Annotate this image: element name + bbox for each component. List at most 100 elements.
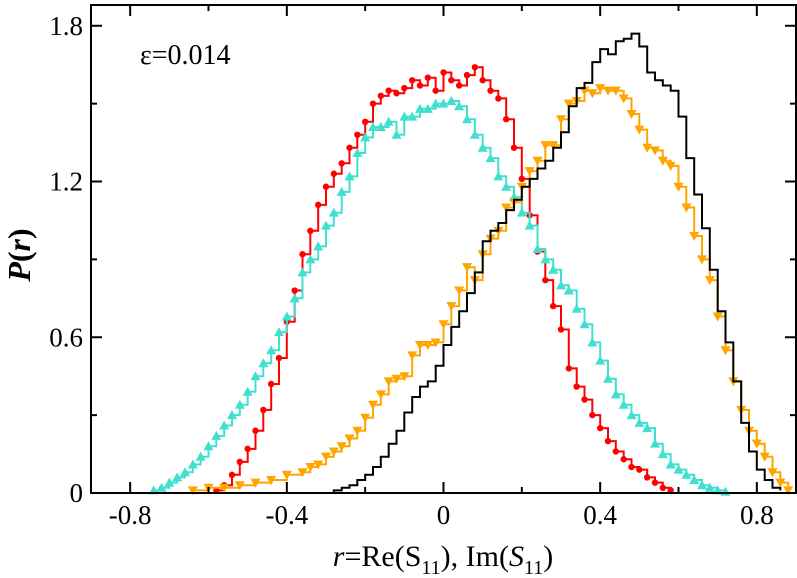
- x-label-svar: S: [509, 540, 524, 573]
- data-point-turquoise: [391, 129, 402, 139]
- data-point-turquoise: [579, 319, 590, 329]
- y-tick-label: 0: [70, 478, 84, 508]
- data-point-orange: [297, 468, 308, 478]
- data-point-orange: [697, 255, 707, 265]
- axis-layer: -0.8 -0.4 0 0.4 0.8 0 0.6 1.2 1.8: [49, 5, 796, 530]
- data-point-turquoise: [375, 122, 386, 131]
- data-point-red: [260, 406, 267, 414]
- data-point-red: [636, 466, 643, 473]
- data-point-orange: [618, 94, 629, 104]
- data-point-orange: [657, 156, 668, 166]
- data-point-turquoise: [650, 438, 660, 448]
- data-point-turquoise: [610, 389, 621, 399]
- data-point-red: [565, 365, 573, 372]
- data-point-turquoise: [626, 410, 637, 420]
- x-tick-label: -0.4: [265, 500, 308, 530]
- data-point-turquoise: [462, 114, 472, 124]
- data-point-turquoise: [227, 410, 237, 420]
- data-point-orange: [681, 203, 692, 213]
- data-point-red: [354, 131, 361, 138]
- data-point-red: [416, 82, 424, 89]
- data-point-turquoise: [587, 337, 598, 347]
- data-point-turquoise: [697, 480, 707, 490]
- data-point-red: [612, 448, 620, 455]
- data-point-red: [346, 144, 353, 151]
- data-point-orange: [650, 146, 660, 156]
- data-point-red: [330, 170, 338, 177]
- data-point-red: [643, 474, 651, 481]
- data-point-turquoise: [681, 469, 692, 479]
- data-point-turquoise: [524, 220, 535, 230]
- data-point-turquoise: [657, 449, 668, 459]
- data-point-turquoise: [571, 303, 582, 313]
- data-point-turquoise: [595, 355, 606, 365]
- data-point-red: [549, 302, 557, 310]
- data-point-orange: [501, 203, 512, 213]
- data-point-orange: [634, 125, 645, 135]
- data-point-orange: [234, 481, 245, 491]
- data-point-orange: [642, 143, 653, 153]
- data-point-turquoise: [540, 254, 551, 264]
- data-point-turquoise: [673, 464, 684, 474]
- data-point-orange: [595, 84, 606, 94]
- data-point-orange: [313, 460, 324, 470]
- data-point-red: [291, 287, 298, 294]
- data-point-turquoise: [642, 423, 653, 433]
- data-point-red: [628, 463, 635, 471]
- data-point-red: [620, 456, 627, 463]
- data-point-red: [385, 87, 392, 94]
- data-point-orange: [556, 115, 566, 125]
- data-point-red: [228, 471, 236, 479]
- data-point-red: [408, 77, 416, 84]
- data-point-red: [275, 354, 283, 362]
- data-point-orange: [673, 182, 684, 192]
- data-point-orange: [422, 341, 433, 351]
- data-point-orange: [665, 161, 676, 171]
- x-axis-label: r=Re(S11), Im(S11): [333, 540, 553, 578]
- data-point-orange: [391, 374, 402, 384]
- series-red: [213, 64, 674, 494]
- data-point-red: [487, 87, 494, 94]
- data-point-red: [471, 64, 479, 71]
- data-point-turquoise: [438, 98, 449, 108]
- data-point-turquoise: [430, 98, 441, 108]
- x-label-sub2: 11: [524, 557, 543, 578]
- data-point-turquoise: [219, 420, 230, 430]
- data-point-orange: [352, 426, 363, 436]
- data-point-turquoise: [281, 311, 292, 321]
- data-point-turquoise: [532, 244, 543, 253]
- data-point-turquoise: [313, 241, 324, 251]
- data-point-turquoise: [164, 477, 175, 487]
- data-point-turquoise: [469, 129, 480, 139]
- data-point-orange: [720, 346, 731, 356]
- data-point-orange: [462, 263, 472, 273]
- data-point-turquoise: [156, 482, 167, 492]
- data-point-turquoise: [704, 482, 715, 492]
- data-point-orange: [626, 110, 637, 120]
- x-tick-label: 0.8: [740, 500, 774, 530]
- data-point-turquoise: [234, 399, 245, 409]
- data-point-red: [369, 100, 377, 107]
- y-tick-label: 1.8: [49, 11, 83, 41]
- data-point-orange: [219, 483, 230, 493]
- data-point-orange: [751, 439, 762, 449]
- data-point-turquoise: [352, 147, 363, 157]
- data-point-orange: [603, 86, 613, 96]
- data-point-orange: [610, 86, 621, 96]
- data-point-orange: [328, 447, 339, 457]
- y-label-open: (: [1, 251, 37, 262]
- data-point-turquoise: [548, 264, 559, 274]
- data-point-orange: [430, 338, 441, 348]
- data-point-turquoise: [360, 132, 371, 142]
- data-point-turquoise: [446, 96, 457, 106]
- series-line-black: [326, 32, 782, 494]
- data-point-red: [440, 69, 447, 76]
- x-label-mid: ), Im(: [441, 540, 509, 573]
- data-point-turquoise: [563, 285, 574, 295]
- data-point-orange: [563, 99, 574, 109]
- data-point-orange: [767, 468, 778, 478]
- data-point-orange: [524, 167, 535, 177]
- data-point-red: [557, 326, 565, 333]
- data-point-turquoise: [250, 371, 261, 381]
